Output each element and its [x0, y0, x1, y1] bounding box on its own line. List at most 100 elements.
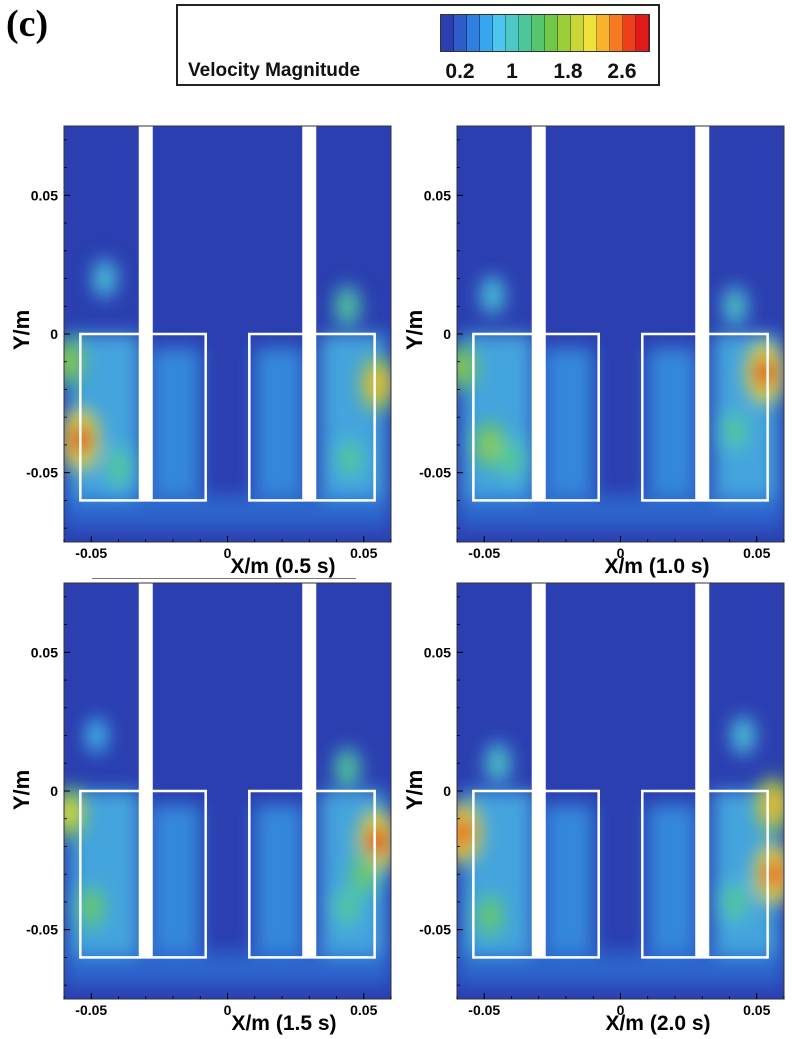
- y-tick-label: 0: [50, 783, 58, 799]
- hotspot: [339, 294, 355, 318]
- x-tick-label: -0.05: [75, 1002, 107, 1018]
- contour-field: [457, 126, 784, 542]
- colorbar-swatch: [636, 15, 649, 51]
- legend-title: Velocity Magnitude: [188, 60, 361, 81]
- hotspot: [110, 455, 127, 480]
- colorbar-swatch: [558, 15, 571, 51]
- wash-region: [647, 347, 697, 495]
- hotspot: [64, 799, 79, 828]
- wash-region: [254, 804, 304, 952]
- impeller-shaft: [531, 583, 546, 958]
- hotspot: [485, 284, 500, 306]
- hotspot: [457, 354, 471, 381]
- y-tick-label: -0.05: [26, 465, 58, 481]
- y-tick-label: -0.05: [419, 922, 451, 938]
- y-axis-label: Y/m: [9, 309, 34, 351]
- time-label: (1.5 s): [275, 1012, 337, 1035]
- impeller-outline: [472, 789, 600, 959]
- hotspot: [457, 816, 474, 850]
- impeller-outline: [641, 332, 769, 502]
- impeller-shaft: [695, 583, 710, 958]
- wash-region: [647, 804, 697, 952]
- wash-region: [544, 347, 594, 495]
- hotspot: [64, 348, 78, 376]
- colorbar-swatch: [454, 15, 467, 51]
- x-tick-label: 0.05: [743, 1002, 770, 1018]
- impeller-shaft: [138, 126, 153, 501]
- colorbar-swatch: [623, 15, 636, 51]
- impeller-outline: [641, 789, 769, 959]
- colorbar-swatch: [610, 15, 623, 51]
- hotspot: [481, 903, 498, 929]
- x-tick-label: -0.05: [468, 1002, 500, 1018]
- hotspot: [339, 757, 355, 781]
- x-tick-label: 0.05: [350, 1002, 377, 1018]
- contour-field: [64, 126, 391, 542]
- colorbar-legend: Velocity Magnitude 0.2 1 1.8 2.6: [176, 4, 660, 86]
- separator-line: [92, 578, 356, 579]
- x-axis-label: X/m (2.0 s): [605, 1012, 710, 1036]
- colorbar: [440, 14, 650, 52]
- colorbar-swatch: [493, 15, 506, 51]
- impeller-shaft: [531, 126, 546, 501]
- colorbar-swatch: [467, 15, 480, 51]
- hotspot: [727, 419, 743, 443]
- hotspot: [90, 725, 104, 746]
- y-axis-label: Y/m: [402, 309, 427, 351]
- x-axis-label: X/m (1.5 s): [231, 1012, 336, 1036]
- hotspot: [736, 725, 750, 747]
- hotspot: [503, 446, 520, 471]
- x-tick-label: 0.05: [350, 545, 377, 561]
- impeller-outline: [79, 789, 207, 959]
- y-tick-label: 0: [443, 783, 451, 799]
- impeller-shaft: [695, 126, 710, 501]
- impeller-outline: [79, 332, 207, 502]
- y-tick-label: 0: [443, 326, 451, 342]
- hotspot: [727, 890, 743, 914]
- impeller-shaft: [302, 583, 317, 958]
- contour-panel: 0.05 0 -0.05 -0.05 0 0.05: [419, 125, 785, 561]
- time-label: (0.5 s): [274, 555, 336, 578]
- legend-tick: 0.2: [445, 60, 475, 83]
- contour-panel: 0.05 0 -0.05 -0.05 0 0.05: [419, 582, 785, 1018]
- wash-region: [254, 347, 304, 495]
- x-tick-label: 0: [224, 1002, 232, 1018]
- contour-panel: 0.05 0 -0.05 -0.05 0 0.05: [26, 125, 392, 561]
- x-axis-name: X/m: [230, 555, 269, 578]
- legend-tick: 2.6: [607, 60, 637, 83]
- colorbar-swatch: [545, 15, 558, 51]
- hotspot: [98, 268, 112, 290]
- hotspot: [754, 356, 776, 390]
- y-axis-label: Y/m: [9, 769, 34, 811]
- impeller-outline: [248, 789, 376, 959]
- hotspot: [339, 895, 355, 920]
- x-tick-label: -0.05: [468, 545, 500, 561]
- x-axis-label: X/m (0.5 s): [230, 555, 335, 579]
- colorbar-swatch: [597, 15, 610, 51]
- hotspot: [342, 447, 358, 471]
- velocity-hotspots: [457, 275, 784, 481]
- contour-panel: 0.05 0 -0.05 -0.05 0 0.05: [26, 582, 392, 1018]
- y-tick-label: 0: [50, 326, 58, 342]
- y-tick-label: 0.05: [31, 644, 58, 660]
- wash-region: [151, 804, 201, 952]
- hotspot: [355, 861, 372, 887]
- y-tick-label: 0.05: [31, 187, 58, 203]
- hotspot: [762, 857, 784, 891]
- x-tick-label: -0.05: [75, 545, 107, 561]
- wash-region: [544, 804, 594, 952]
- hotspot: [727, 295, 742, 318]
- hotspot: [763, 789, 783, 820]
- impeller-shaft: [302, 126, 317, 501]
- velocity-hotspots: [64, 716, 391, 931]
- hotspot: [481, 431, 499, 459]
- colorbar-swatch: [584, 15, 597, 51]
- colorbar-swatch: [571, 15, 584, 51]
- y-tick-label: 0.05: [424, 187, 451, 203]
- contour-field: [457, 583, 784, 999]
- x-tick-label: 0: [224, 545, 232, 561]
- legend-tick: 1.8: [553, 60, 583, 83]
- y-axis-label: Y/m: [402, 769, 427, 811]
- x-axis-name: X/m: [231, 1012, 270, 1035]
- colorbar-swatch: [480, 15, 493, 51]
